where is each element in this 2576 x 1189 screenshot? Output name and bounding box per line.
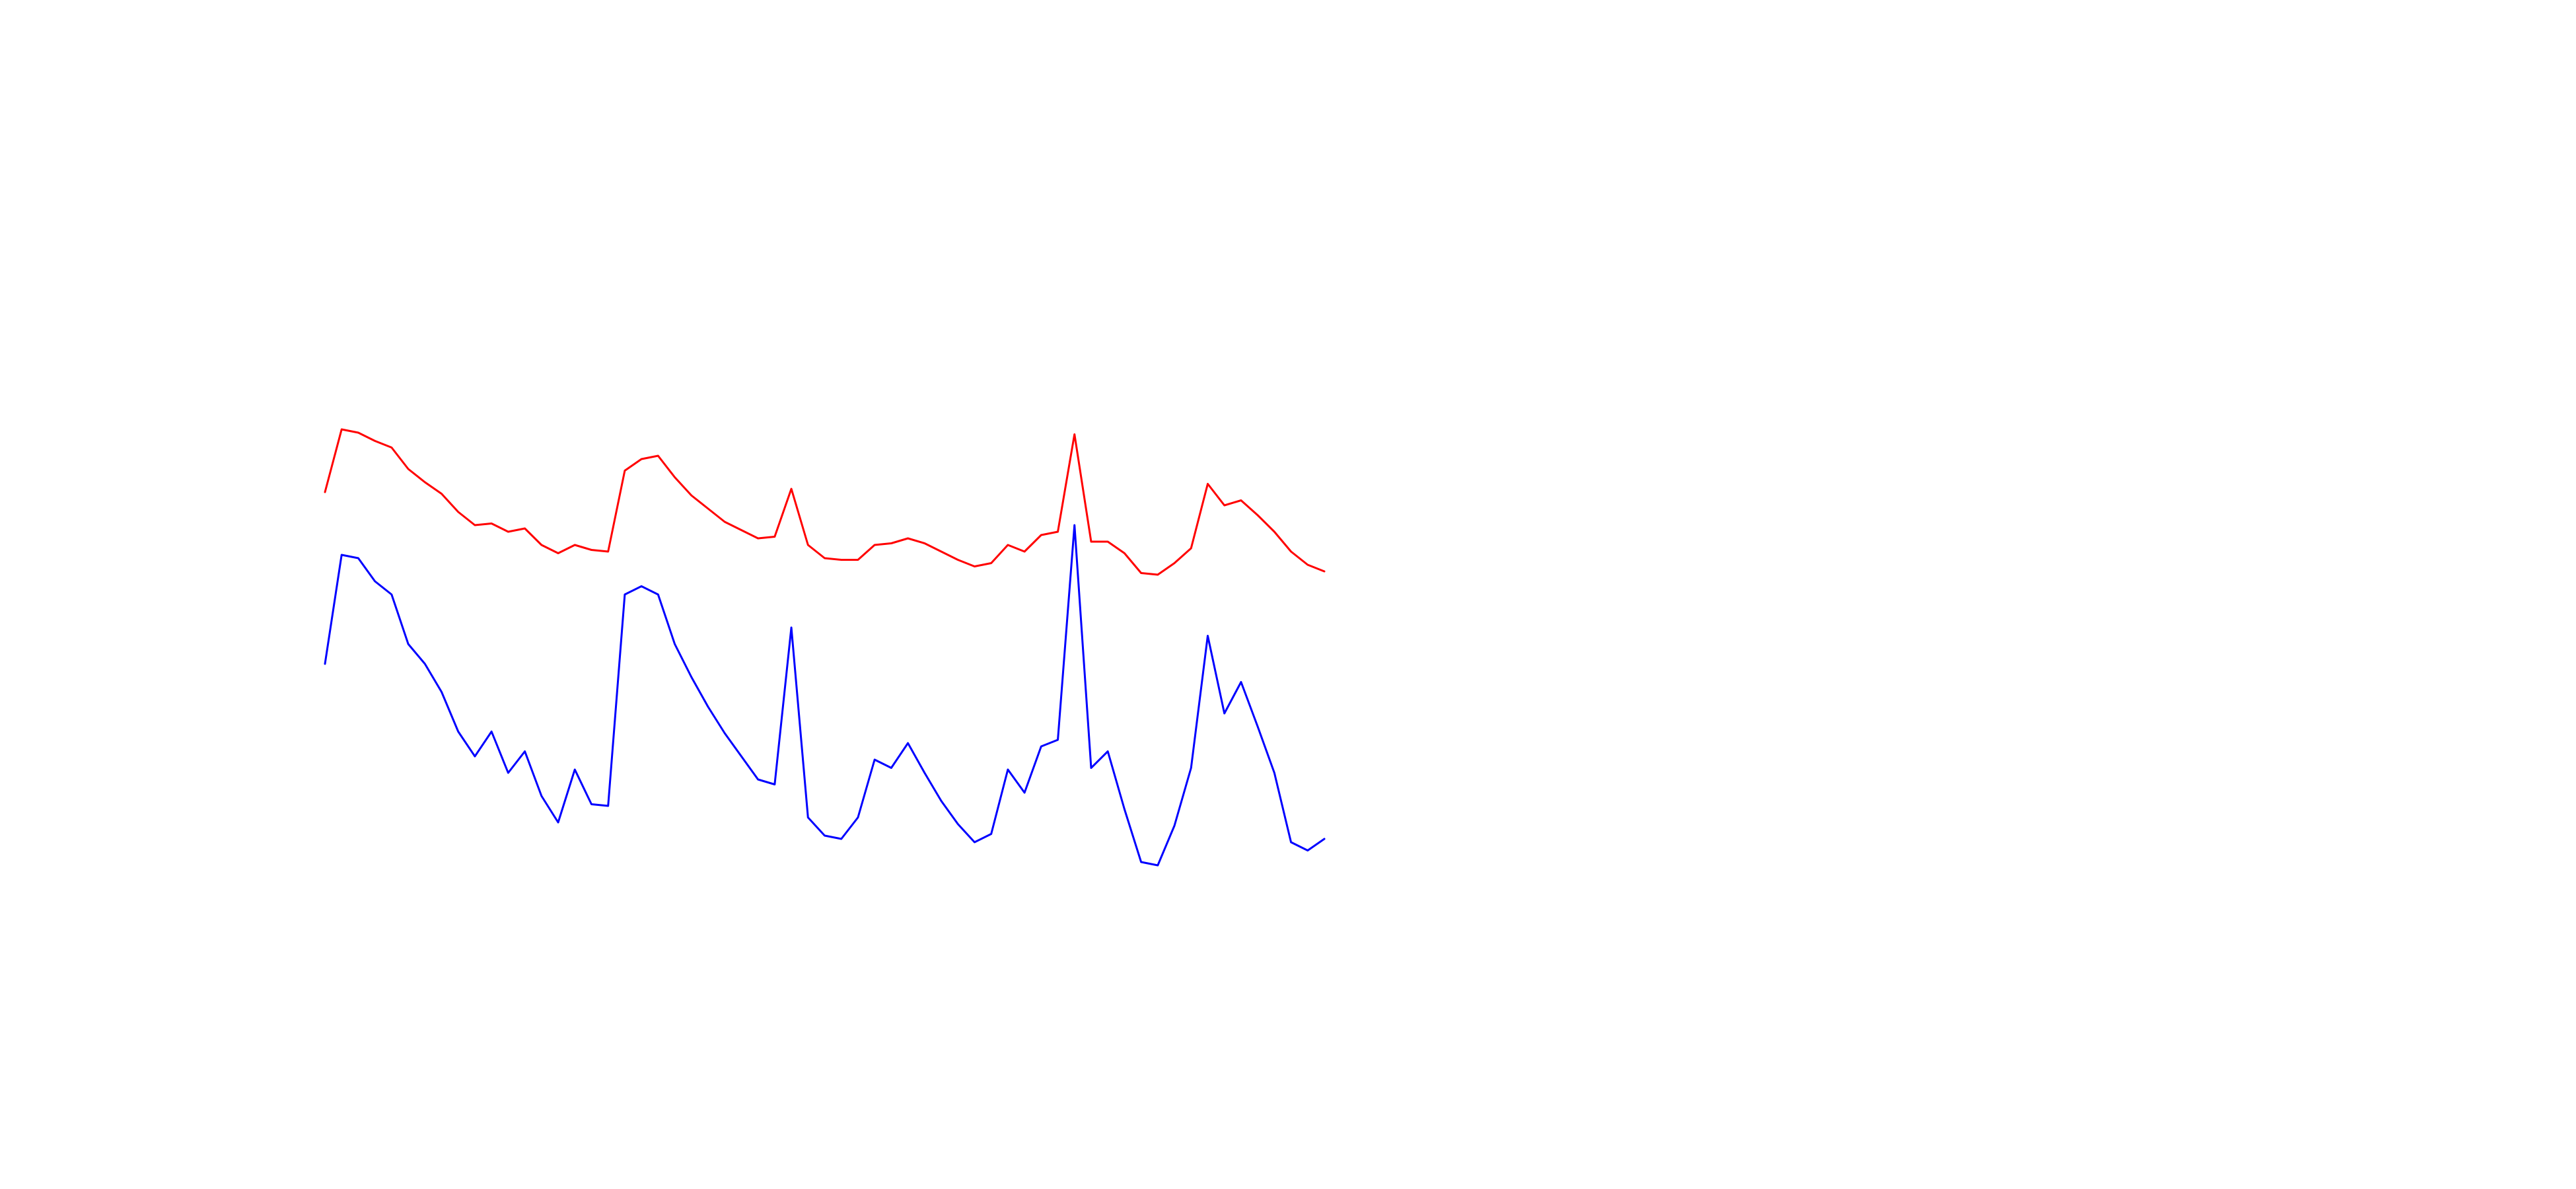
series-line xyxy=(324,428,1326,576)
series-line xyxy=(324,524,1326,867)
